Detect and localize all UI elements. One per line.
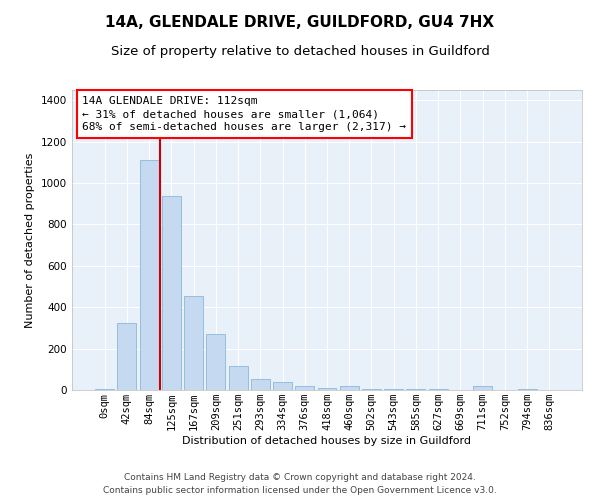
Text: 14A, GLENDALE DRIVE, GUILDFORD, GU4 7HX: 14A, GLENDALE DRIVE, GUILDFORD, GU4 7HX bbox=[106, 15, 494, 30]
Bar bbox=[406, 389, 425, 390]
Text: Contains HM Land Registry data © Crown copyright and database right 2024.
Contai: Contains HM Land Registry data © Crown c… bbox=[103, 474, 497, 495]
Text: 14A GLENDALE DRIVE: 112sqm
← 31% of detached houses are smaller (1,064)
68% of s: 14A GLENDALE DRIVE: 112sqm ← 31% of deta… bbox=[82, 96, 406, 132]
X-axis label: Distribution of detached houses by size in Guildford: Distribution of detached houses by size … bbox=[182, 436, 472, 446]
Bar bbox=[362, 389, 381, 390]
Bar bbox=[140, 160, 158, 390]
Bar bbox=[295, 386, 314, 390]
Bar bbox=[273, 382, 292, 390]
Bar bbox=[118, 323, 136, 390]
Bar bbox=[162, 196, 181, 390]
Text: Size of property relative to detached houses in Guildford: Size of property relative to detached ho… bbox=[110, 45, 490, 58]
Bar bbox=[317, 388, 337, 390]
Bar bbox=[384, 389, 403, 390]
Bar bbox=[518, 389, 536, 390]
Bar bbox=[95, 389, 114, 390]
Bar bbox=[206, 334, 225, 390]
Bar bbox=[429, 389, 448, 390]
Bar bbox=[251, 378, 270, 390]
Bar bbox=[473, 386, 492, 390]
Y-axis label: Number of detached properties: Number of detached properties bbox=[25, 152, 35, 328]
Bar bbox=[340, 386, 359, 390]
Bar bbox=[184, 296, 203, 390]
Bar bbox=[229, 366, 248, 390]
